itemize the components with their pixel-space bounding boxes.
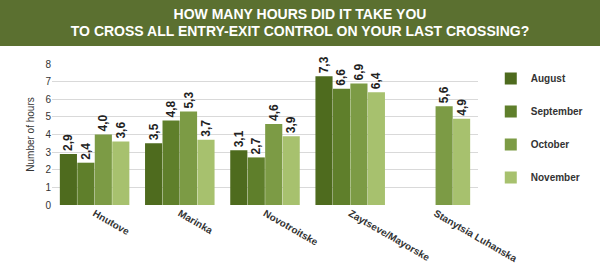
svg-text:3,7: 3,7 xyxy=(199,120,213,137)
svg-text:5,3: 5,3 xyxy=(182,92,196,109)
svg-text:November: November xyxy=(531,172,580,183)
svg-text:7,3: 7,3 xyxy=(317,56,331,73)
svg-text:4,9: 4,9 xyxy=(455,99,469,116)
svg-text:6,4: 6,4 xyxy=(369,72,383,89)
svg-text:4,0: 4,0 xyxy=(96,114,110,131)
svg-text:2,4: 2,4 xyxy=(79,143,93,160)
svg-text:5: 5 xyxy=(45,111,51,122)
svg-text:5,6: 5,6 xyxy=(437,86,451,103)
svg-text:3,9: 3,9 xyxy=(284,116,298,133)
svg-text:Stanytsia Luhanska: Stanytsia Luhanska xyxy=(432,208,519,265)
svg-text:6,9: 6,9 xyxy=(352,63,366,80)
svg-text:Marinka: Marinka xyxy=(176,208,215,237)
svg-text:7: 7 xyxy=(45,76,51,87)
svg-text:2: 2 xyxy=(45,164,51,175)
svg-text:October: October xyxy=(531,139,569,150)
svg-text:3,6: 3,6 xyxy=(114,122,128,139)
svg-text:8: 8 xyxy=(45,59,51,70)
svg-text:1: 1 xyxy=(45,182,51,193)
svg-text:Zaytseve/Mayorske: Zaytseve/Mayorske xyxy=(347,208,432,264)
html-text:HOW MANY HOURS DID IT TAKE YOU: HOW MANY HOURS DID IT TAKE YOU TO CROSS … xyxy=(70,6,530,39)
svg-text:September: September xyxy=(531,106,583,117)
svg-text:3,1: 3,1 xyxy=(232,130,246,147)
svg-text:Novotroitske: Novotroitske xyxy=(262,208,321,248)
svg-text:3: 3 xyxy=(45,147,51,158)
svg-text:August: August xyxy=(531,73,566,84)
svg-text:2,9: 2,9 xyxy=(61,134,75,151)
svg-text:Hnutove: Hnutove xyxy=(91,208,132,238)
svg-text:4,8: 4,8 xyxy=(164,100,178,117)
svg-text:0: 0 xyxy=(45,200,51,211)
svg-text:6: 6 xyxy=(45,94,51,105)
svg-text:2,7: 2,7 xyxy=(249,137,263,154)
svg-text:Number of hours: Number of hours xyxy=(25,97,36,171)
svg-text:3,5: 3,5 xyxy=(147,123,161,140)
svg-text:4: 4 xyxy=(45,129,51,140)
svg-text:6,6: 6,6 xyxy=(334,69,348,86)
svg-text:4,6: 4,6 xyxy=(267,104,281,121)
